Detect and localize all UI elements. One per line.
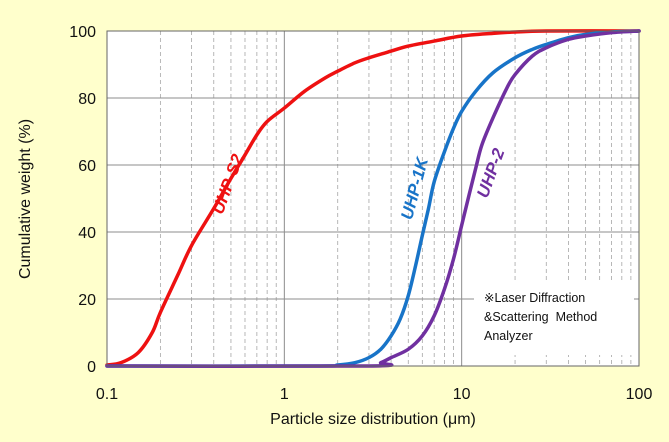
y-axis-ticks: 0 20 40 60 80 100: [69, 24, 96, 376]
y-tick-label: 40: [78, 225, 96, 242]
y-tick-label: 80: [78, 91, 96, 108]
series-group: [105, 29, 641, 368]
series-line-uhp-1k: [105, 29, 641, 368]
note-box: ※Laser Diffraction &Scattering Method An…: [474, 282, 634, 355]
note-line-2: &Scattering Method: [484, 310, 597, 324]
y-tick-label: 20: [78, 292, 96, 309]
y-tick-label: 0: [87, 359, 96, 376]
y-tick-label: 60: [78, 158, 96, 175]
y-axis-label: Cumulative weight (%): [17, 119, 34, 279]
x-axis-ticks: 0.1 1 10 100: [96, 386, 653, 403]
x-tick-label: 1: [280, 386, 289, 403]
y-tick-label: 100: [69, 24, 96, 41]
plot-frame: [106, 30, 640, 367]
series-line-uhp-s2: [105, 29, 641, 367]
x-tick-label: 0.1: [96, 386, 118, 403]
note-line-1: ※Laser Diffraction: [484, 291, 585, 305]
x-axis-label: Particle size distribution (μm): [270, 411, 476, 428]
note-line-3: Analyzer: [484, 329, 533, 343]
x-tick-label: 100: [626, 386, 653, 403]
x-tick-label: 10: [453, 386, 471, 403]
series-line-uhp-2: [105, 29, 641, 368]
